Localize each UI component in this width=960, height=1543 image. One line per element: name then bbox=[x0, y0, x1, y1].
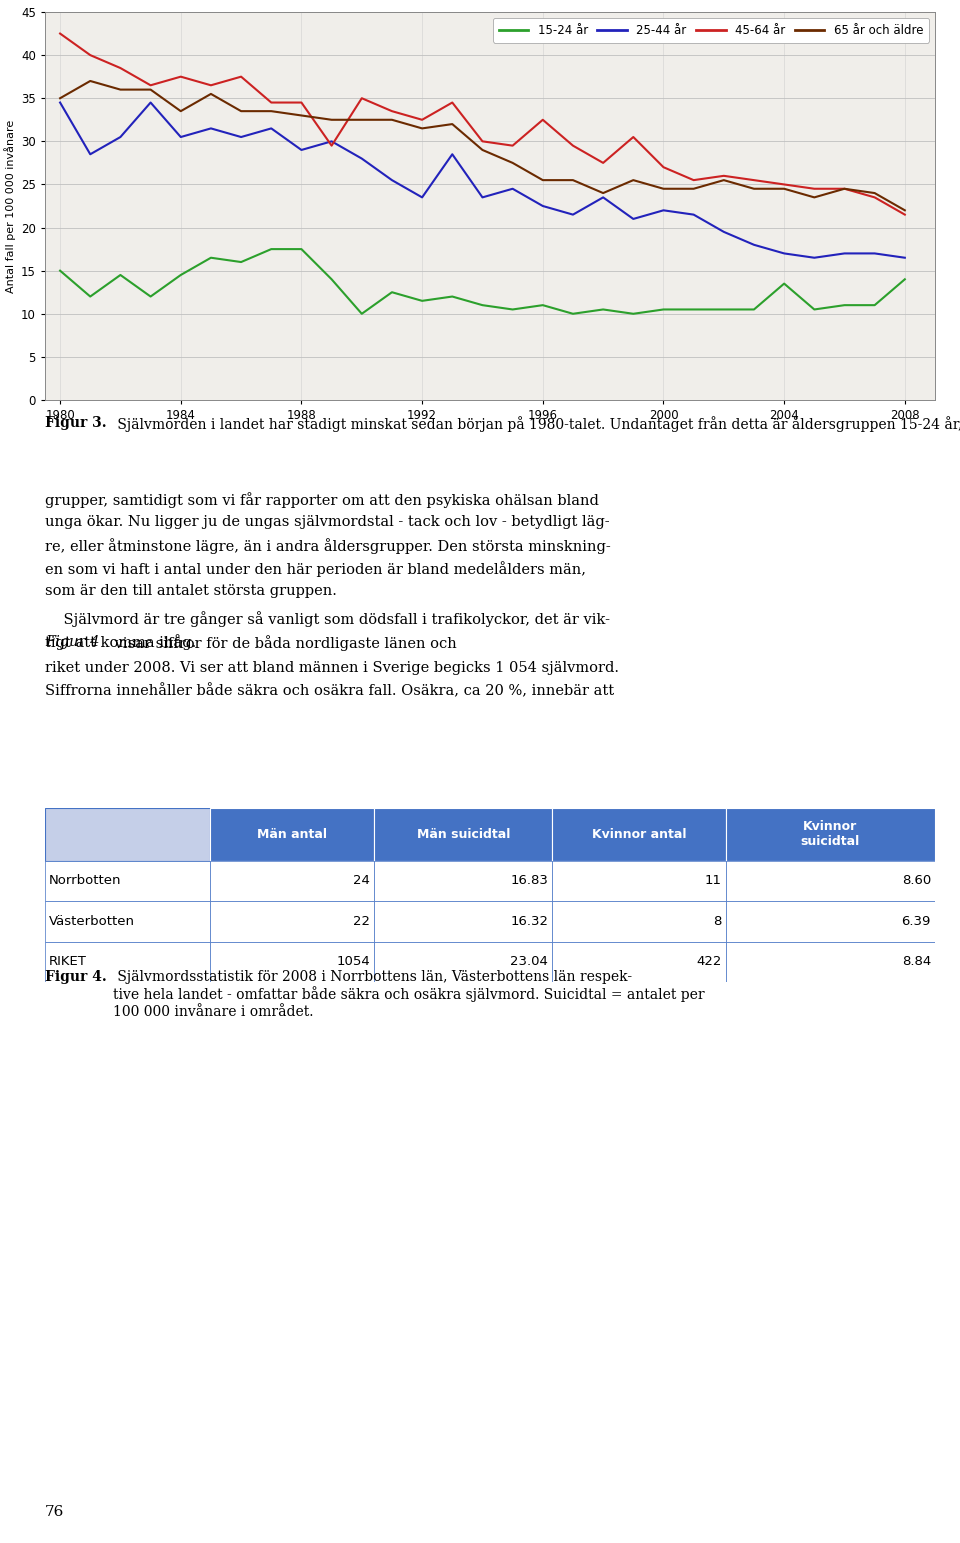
Legend: 15-24 år, 25-44 år, 45-64 år, 65 år och äldre: 15-24 år, 25-44 år, 45-64 år, 65 år och … bbox=[492, 19, 929, 43]
Text: tigt att komma ihåg.: tigt att komma ihåg. bbox=[45, 634, 201, 650]
Text: Figur 4.: Figur 4. bbox=[45, 971, 107, 984]
Bar bbox=[45, 901, 209, 941]
Text: 422: 422 bbox=[696, 955, 722, 969]
Text: Figur 4: Figur 4 bbox=[45, 634, 100, 648]
Bar bbox=[45, 861, 209, 901]
Bar bbox=[552, 901, 726, 941]
Bar bbox=[552, 861, 726, 901]
Y-axis label: Antal fall per 100 000 invånare: Antal fall per 100 000 invånare bbox=[4, 119, 15, 293]
Text: grupper, samtidigt som vi får rapporter om att den psykiska ohälsan bland: grupper, samtidigt som vi får rapporter … bbox=[45, 492, 599, 508]
Bar bbox=[209, 941, 374, 981]
Bar bbox=[374, 861, 552, 901]
Text: 16.83: 16.83 bbox=[511, 875, 548, 887]
Bar bbox=[726, 901, 935, 941]
Text: 76: 76 bbox=[45, 1504, 64, 1518]
Text: 22: 22 bbox=[353, 915, 371, 927]
Text: Västerbotten: Västerbotten bbox=[49, 915, 135, 927]
Text: Norrbotten: Norrbotten bbox=[49, 875, 122, 887]
Text: 11: 11 bbox=[705, 875, 722, 887]
Text: Självmord är tre gånger så vanligt som dödsfall i trafikolyckor, det är vik-: Självmord är tre gånger så vanligt som d… bbox=[45, 611, 610, 626]
Text: RIKET: RIKET bbox=[49, 955, 86, 969]
Text: Kvinnor antal: Kvinnor antal bbox=[591, 827, 686, 841]
Text: 24: 24 bbox=[353, 875, 371, 887]
Bar bbox=[374, 941, 552, 981]
Text: visar siffror för de båda nordligaste länen och: visar siffror för de båda nordligaste lä… bbox=[110, 634, 457, 651]
Bar bbox=[552, 809, 726, 861]
Text: 6.39: 6.39 bbox=[901, 915, 931, 927]
Bar bbox=[374, 809, 552, 861]
Text: riket under 2008. Vi ser att bland männen i Sverige begicks 1 054 självmord.: riket under 2008. Vi ser att bland männe… bbox=[45, 660, 619, 674]
Text: 1054: 1054 bbox=[337, 955, 371, 969]
Text: 8: 8 bbox=[713, 915, 722, 927]
Bar bbox=[726, 941, 935, 981]
Bar bbox=[45, 941, 209, 981]
Bar bbox=[209, 901, 374, 941]
Text: 8.60: 8.60 bbox=[901, 875, 931, 887]
Text: 16.32: 16.32 bbox=[511, 915, 548, 927]
Text: Figur 3.: Figur 3. bbox=[45, 417, 107, 430]
Text: Män suicidtal: Män suicidtal bbox=[417, 827, 510, 841]
Bar bbox=[374, 901, 552, 941]
Text: som är den till antalet största gruppen.: som är den till antalet största gruppen. bbox=[45, 583, 337, 599]
Text: 8.84: 8.84 bbox=[901, 955, 931, 969]
Text: Självmordsstatistik för 2008 i Norrbottens län, Västerbottens län respek-
tive h: Självmordsstatistik för 2008 i Norrbotte… bbox=[113, 971, 705, 1018]
Text: Män antal: Män antal bbox=[257, 827, 327, 841]
Bar bbox=[209, 861, 374, 901]
Text: Siffrorna innehåller både säkra och osäkra fall. Osäkra, ca 20 %, innebär att: Siffrorna innehåller både säkra och osäk… bbox=[45, 684, 614, 699]
Bar bbox=[726, 809, 935, 861]
Bar bbox=[726, 861, 935, 901]
Text: Kvinnor
suicidtal: Kvinnor suicidtal bbox=[801, 821, 860, 849]
Text: en som vi haft i antal under den här perioden är bland medelålders män,: en som vi haft i antal under den här per… bbox=[45, 562, 586, 577]
Bar bbox=[552, 941, 726, 981]
Text: Självmorden i landet har stadigt minskat sedan början på 1980-talet. Undantaget : Självmorden i landet har stadigt minskat… bbox=[113, 417, 960, 432]
Bar bbox=[209, 809, 374, 861]
Text: re, eller åtminstone lägre, än i andra åldersgrupper. Den största minskning-: re, eller åtminstone lägre, än i andra å… bbox=[45, 539, 611, 554]
Text: unga ökar. Nu ligger ju de ungas självmordstal - tack och lov - betydligt läg-: unga ökar. Nu ligger ju de ungas självmo… bbox=[45, 515, 610, 529]
Bar bbox=[45, 809, 209, 861]
Text: 23.04: 23.04 bbox=[511, 955, 548, 969]
